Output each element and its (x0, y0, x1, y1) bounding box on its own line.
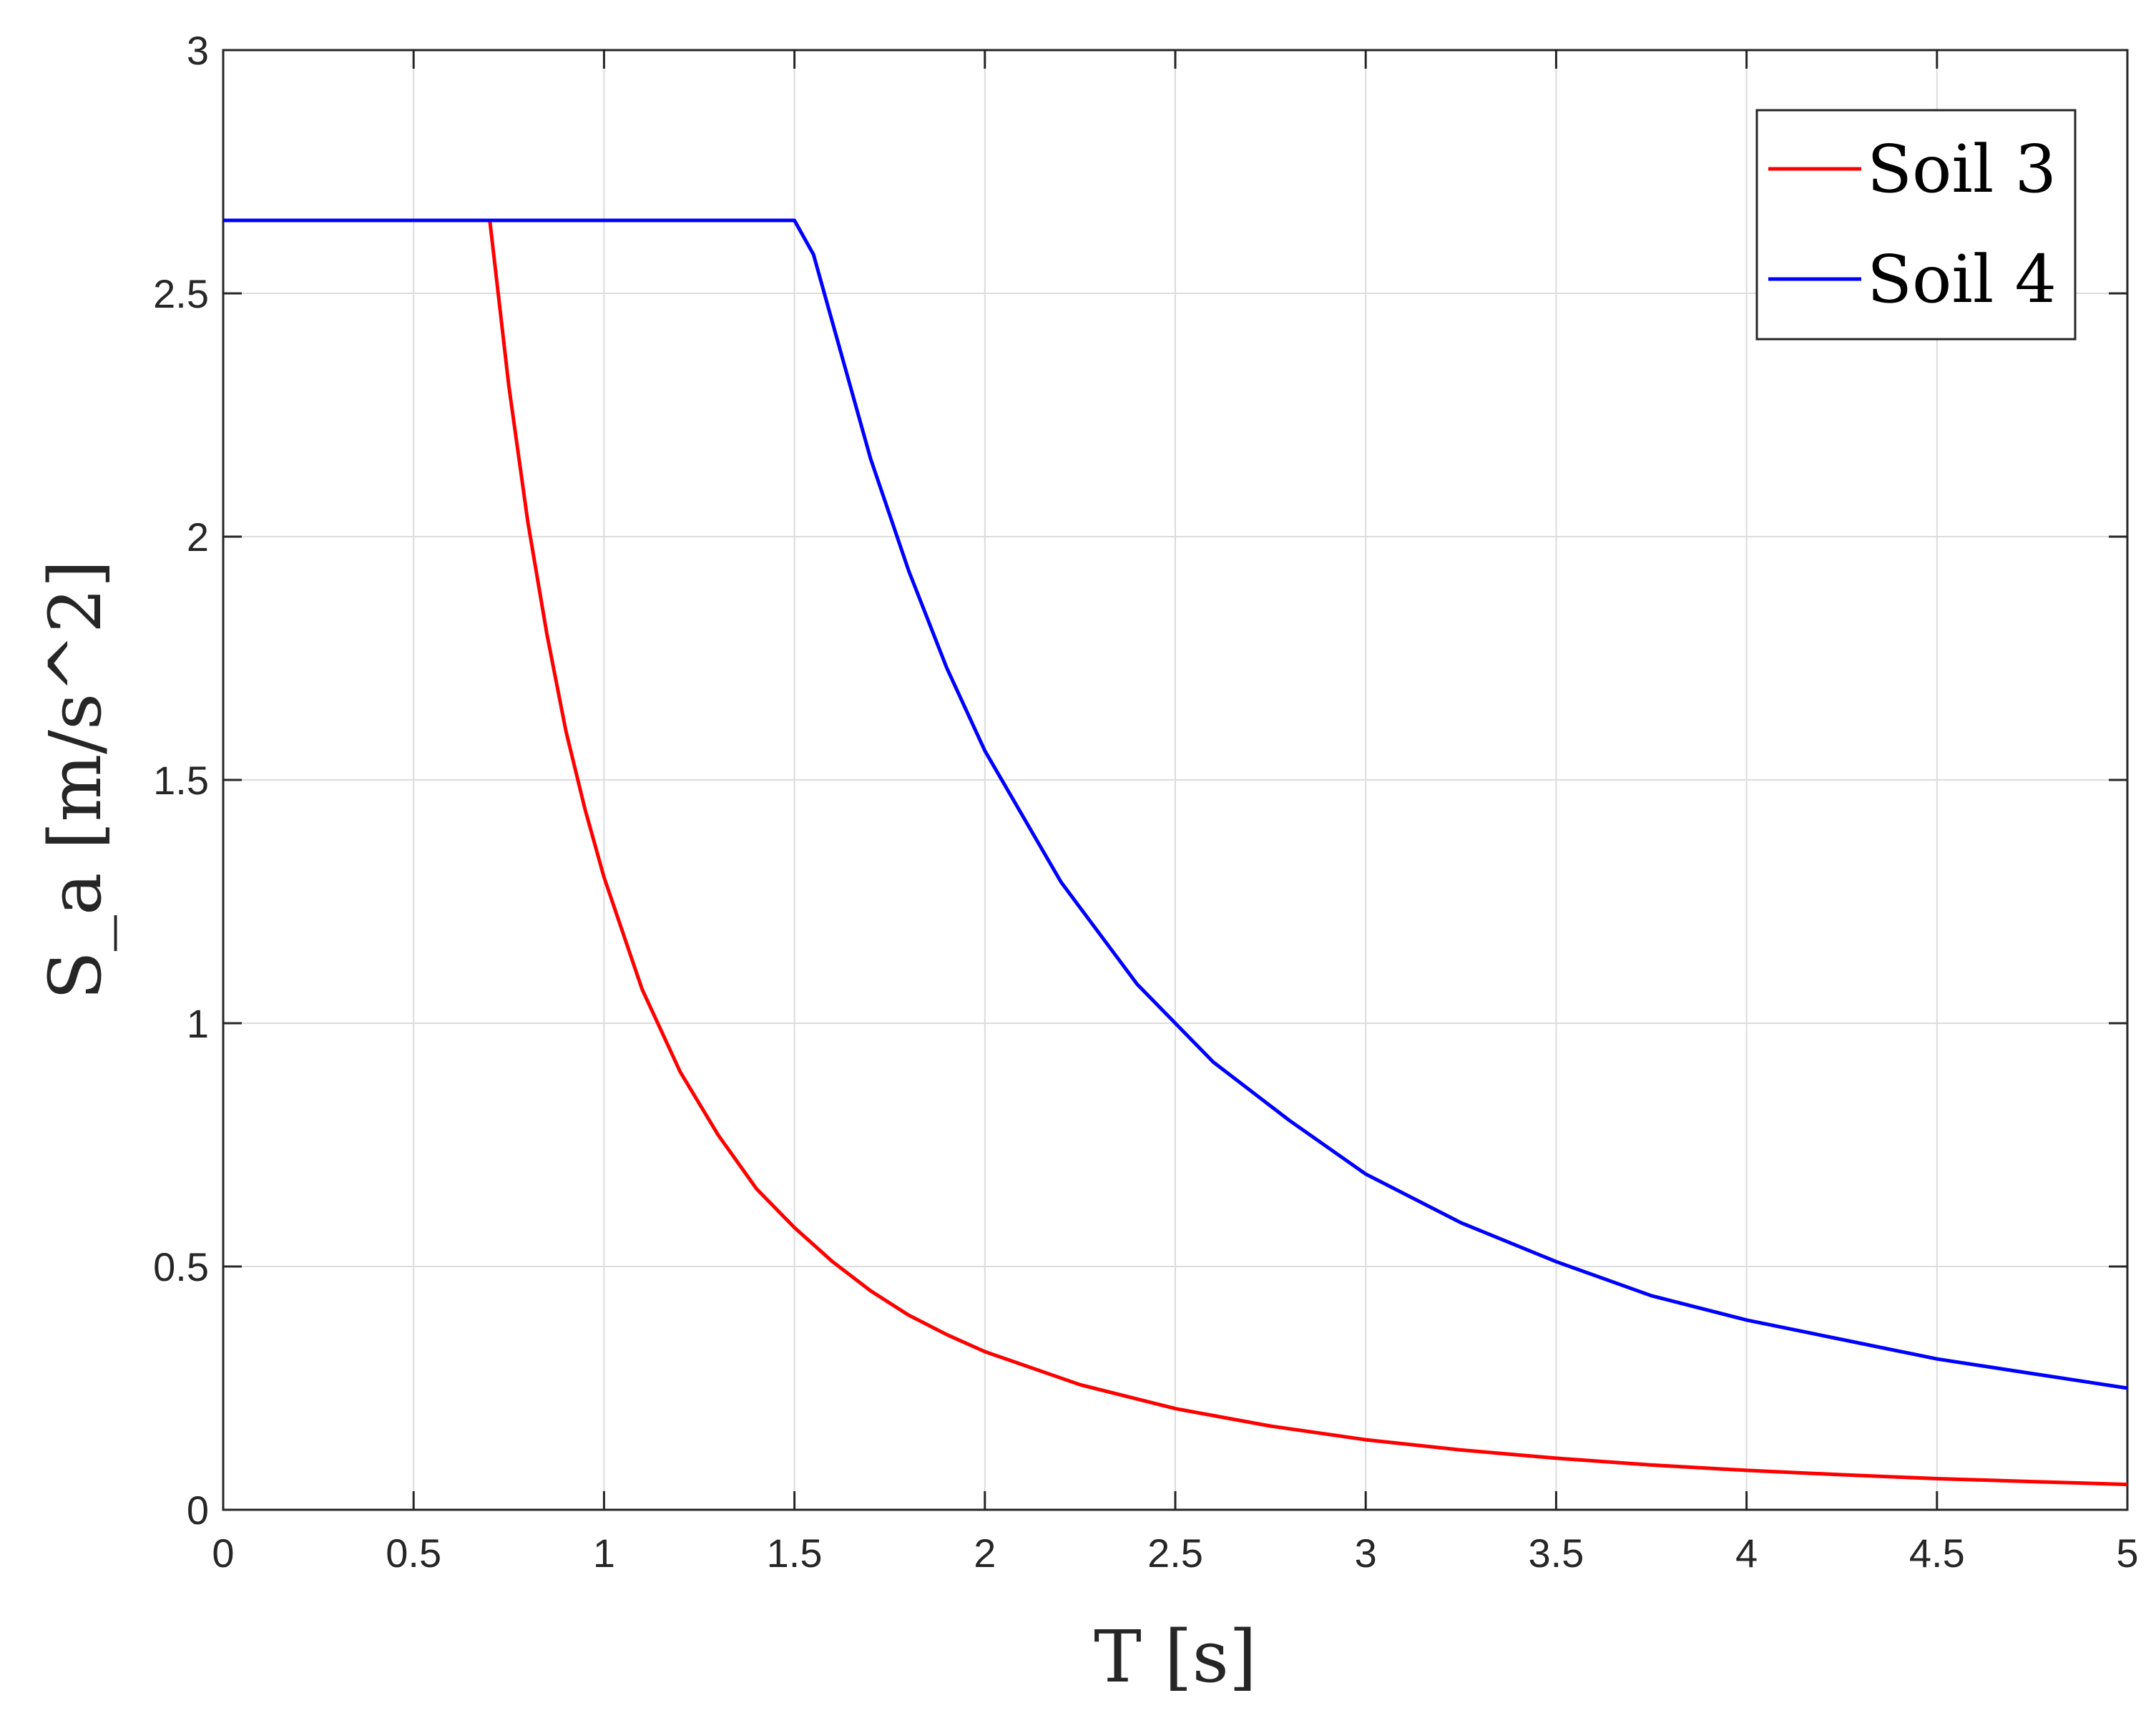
legend-box (1755, 109, 2077, 341)
x-tick-label: 5 (2116, 1531, 2138, 1576)
x-tick-label: 0.5 (386, 1531, 441, 1576)
series-line-soil-3 (223, 218, 2128, 1487)
y-tick-label: 3 (187, 28, 209, 73)
series-line-soil-4 (223, 218, 2128, 1390)
x-tick-label: 1 (593, 1531, 615, 1576)
y-tick-label: 2 (187, 514, 209, 560)
x-tick-label: 4.5 (1909, 1531, 1965, 1576)
legend: Soil 3 Soil 4 (1755, 109, 2077, 341)
x-tick-label: 2.5 (1147, 1531, 1203, 1576)
y-axis-title-text: S_a [m/s^2] (34, 560, 117, 1000)
x-tick-label: 3 (1355, 1531, 1377, 1576)
y-tick-label: 0 (187, 1488, 209, 1533)
x-axis-title: T [s] (1094, 1615, 1257, 1699)
y-tick-label: 1 (187, 1001, 209, 1046)
y-tick-label: 1.5 (153, 758, 209, 803)
y-axis-title: S_a [m/s^2] (34, 560, 117, 1000)
axis-ticks: 0 0.5 1 1.5 2 2.5 3 3.5 4 4.5 5 0 0.5 1 1.5 2 2.5 3 (153, 28, 2138, 1576)
y-tick-label: 0.5 (153, 1244, 209, 1289)
x-tick-label: 1.5 (767, 1531, 823, 1576)
x-tick-label: 2 (974, 1531, 996, 1576)
x-tick-label: 4 (1735, 1531, 1758, 1576)
legend-label-soil-4: Soil 4 (1867, 241, 2057, 318)
legend-label-soil-3: Soil 3 (1867, 131, 2057, 208)
y-tick-label: 2.5 (153, 271, 209, 316)
x-tick-label: 0 (212, 1531, 234, 1576)
x-axis-title-text: T [s] (1094, 1615, 1257, 1699)
series-lines (223, 218, 2128, 1487)
x-tick-label: 3.5 (1528, 1531, 1584, 1576)
